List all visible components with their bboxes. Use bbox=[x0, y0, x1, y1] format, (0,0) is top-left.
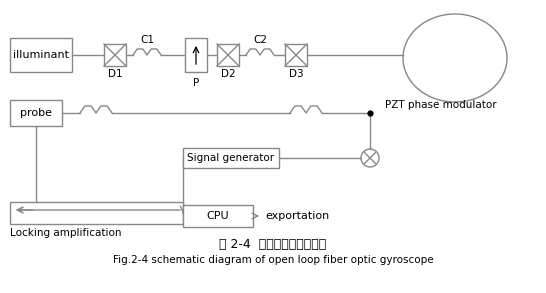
Text: D2: D2 bbox=[221, 69, 235, 79]
Text: C1: C1 bbox=[140, 35, 154, 45]
Text: C2: C2 bbox=[253, 35, 267, 45]
Bar bbox=[183, 205, 253, 227]
Bar bbox=[10, 202, 183, 224]
Bar bbox=[285, 44, 307, 66]
Bar bbox=[185, 38, 207, 72]
Bar bbox=[183, 148, 279, 168]
Bar bbox=[104, 44, 126, 66]
Text: 图 2-4  开环光纤陀螺示意图: 图 2-4 开环光纤陀螺示意图 bbox=[219, 239, 327, 251]
Text: Signal generator: Signal generator bbox=[187, 153, 275, 163]
Text: Fig.2-4 schematic diagram of open loop fiber optic gyroscope: Fig.2-4 schematic diagram of open loop f… bbox=[112, 255, 434, 265]
Text: Locking amplification: Locking amplification bbox=[10, 228, 122, 238]
Bar bbox=[217, 44, 239, 66]
Text: illuminant: illuminant bbox=[13, 50, 69, 60]
Text: D1: D1 bbox=[108, 69, 122, 79]
Text: CPU: CPU bbox=[207, 211, 229, 221]
Text: PZT phase modulator: PZT phase modulator bbox=[385, 100, 497, 110]
Text: probe: probe bbox=[20, 108, 52, 118]
Text: exportation: exportation bbox=[265, 211, 329, 221]
Bar bbox=[10, 38, 72, 72]
Text: P: P bbox=[193, 78, 199, 88]
Text: D3: D3 bbox=[289, 69, 304, 79]
Bar bbox=[10, 100, 62, 126]
